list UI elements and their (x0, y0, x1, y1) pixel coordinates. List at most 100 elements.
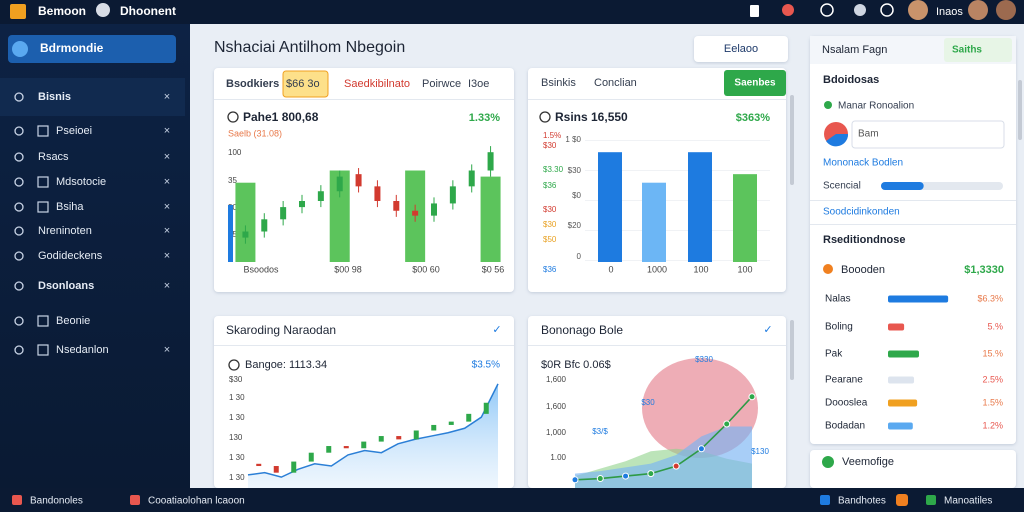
sidebar-item[interactable]: Mdsotocie (56, 176, 106, 188)
sidebar-item[interactable]: Nreninoten (38, 225, 92, 237)
y-label: $30 (568, 166, 582, 175)
sidebar-icon (37, 344, 49, 356)
bottom-icon (926, 495, 936, 505)
sidebar-item[interactable]: Pseioei (56, 125, 92, 137)
tab-active[interactable] (282, 70, 329, 98)
sidebar-icon (12, 41, 28, 57)
side-label: 1.5% (543, 131, 561, 140)
x-label: 100 (693, 264, 708, 274)
candle-body (413, 430, 419, 440)
candle-body (299, 201, 305, 208)
bottom-icon (130, 495, 140, 505)
sidebar-active[interactable] (8, 35, 176, 63)
point (596, 475, 604, 483)
sidebar-icon (37, 201, 49, 213)
panel-item: Mononack Bodlen (823, 158, 903, 169)
point (622, 472, 630, 480)
input[interactable] (851, 120, 1005, 149)
divider (214, 99, 514, 100)
candle-body (487, 152, 494, 171)
row-label: Pak (825, 349, 843, 360)
doc-title: Dhoonent (120, 4, 176, 18)
item-icon (823, 264, 833, 274)
item-icon (824, 101, 832, 109)
bottom-icon (12, 495, 22, 505)
avatar[interactable] (968, 0, 988, 20)
user-name: Inaos (936, 6, 963, 18)
point (672, 462, 680, 470)
sidebar-item[interactable]: Rsacs (38, 151, 69, 163)
action-button[interactable] (724, 70, 786, 96)
tab[interactable]: Conclian (594, 77, 637, 89)
side-label: $30 (543, 205, 557, 214)
bottom-item[interactable]: Manoatiles (944, 496, 992, 507)
tab[interactable]: Poirwce (422, 78, 461, 90)
progress-fill (881, 182, 924, 190)
tab[interactable]: Bsodkiers (226, 78, 279, 90)
header-icon[interactable] (880, 3, 894, 17)
y-label: $30 (229, 375, 243, 384)
candle-body (431, 203, 437, 216)
sidebar-icon (14, 316, 24, 326)
bottom-item[interactable]: Cooatiaolohan lcaoon (148, 496, 245, 507)
candle-body (378, 436, 384, 442)
panel-button[interactable] (944, 38, 1012, 62)
row-label: Nalas (825, 294, 851, 305)
row-bar (888, 323, 905, 331)
y-label: 0 (577, 252, 582, 261)
title-button[interactable] (694, 36, 788, 62)
candle-body (308, 452, 314, 462)
y-label: 1,600 (546, 402, 567, 411)
candle-body (361, 441, 367, 449)
header-icon[interactable] (854, 4, 866, 16)
card-title: Skaroding Naraodan (226, 323, 336, 337)
tab[interactable]: Saedkibilnato (344, 78, 410, 90)
candle-body (261, 219, 268, 232)
notify-icon[interactable] (782, 4, 794, 16)
card (214, 68, 514, 292)
sidebar-item[interactable]: Bsiha (56, 201, 84, 213)
pie-slice (826, 134, 849, 147)
y-label: 1 30 (229, 473, 245, 482)
y-label: $0 (572, 191, 581, 200)
sidebar-item[interactable]: Dsonloans (38, 280, 94, 292)
y-label: 1 $0 (565, 135, 581, 144)
sidebar-chevron: × (164, 344, 170, 356)
avatar[interactable] (908, 0, 928, 20)
side-label: $36 (543, 265, 557, 274)
tab[interactable]: Bsinkis (541, 77, 576, 89)
sidebar-icon (14, 92, 24, 102)
row-bar (888, 422, 913, 430)
row-label: Boling (825, 322, 853, 333)
sidebar-active-label: Bdrmondie (40, 41, 104, 55)
side-label: $50 (543, 235, 557, 244)
info-icon (227, 111, 239, 123)
brand-icon (10, 4, 26, 19)
sidebar-item[interactable]: Nsedanlon (56, 344, 109, 356)
chart-heading: Bangoe: 1113.34 (245, 359, 327, 371)
row-label: Pearane (825, 375, 863, 386)
row-pct: 2.5% (982, 374, 1003, 384)
avatar[interactable] (996, 0, 1016, 20)
point (647, 470, 655, 478)
divider (810, 200, 1016, 201)
tab[interactable]: I3oe (468, 78, 489, 90)
sidebar-item[interactable]: Bisnis (38, 91, 71, 103)
card (810, 450, 1016, 488)
grid-line (585, 260, 770, 261)
row-label: Bodadan (825, 421, 865, 432)
bottom-item[interactable]: Bandhotes (838, 496, 886, 507)
sidebar-item[interactable]: Godideckens (38, 250, 103, 262)
candle-body (393, 201, 400, 211)
header-icon[interactable] (750, 5, 759, 17)
sidebar-chevron: × (164, 201, 170, 213)
row-pct: $6.3% (977, 293, 1003, 303)
bottom-item[interactable]: Bandonoles (30, 496, 83, 507)
candle-body (448, 421, 454, 425)
header-icon[interactable] (820, 3, 834, 17)
tab[interactable]: $66 3o (286, 78, 320, 90)
x-label: $00 98 (334, 264, 362, 274)
sidebar-item[interactable]: Beonie (56, 315, 90, 327)
candle-body (336, 176, 343, 192)
